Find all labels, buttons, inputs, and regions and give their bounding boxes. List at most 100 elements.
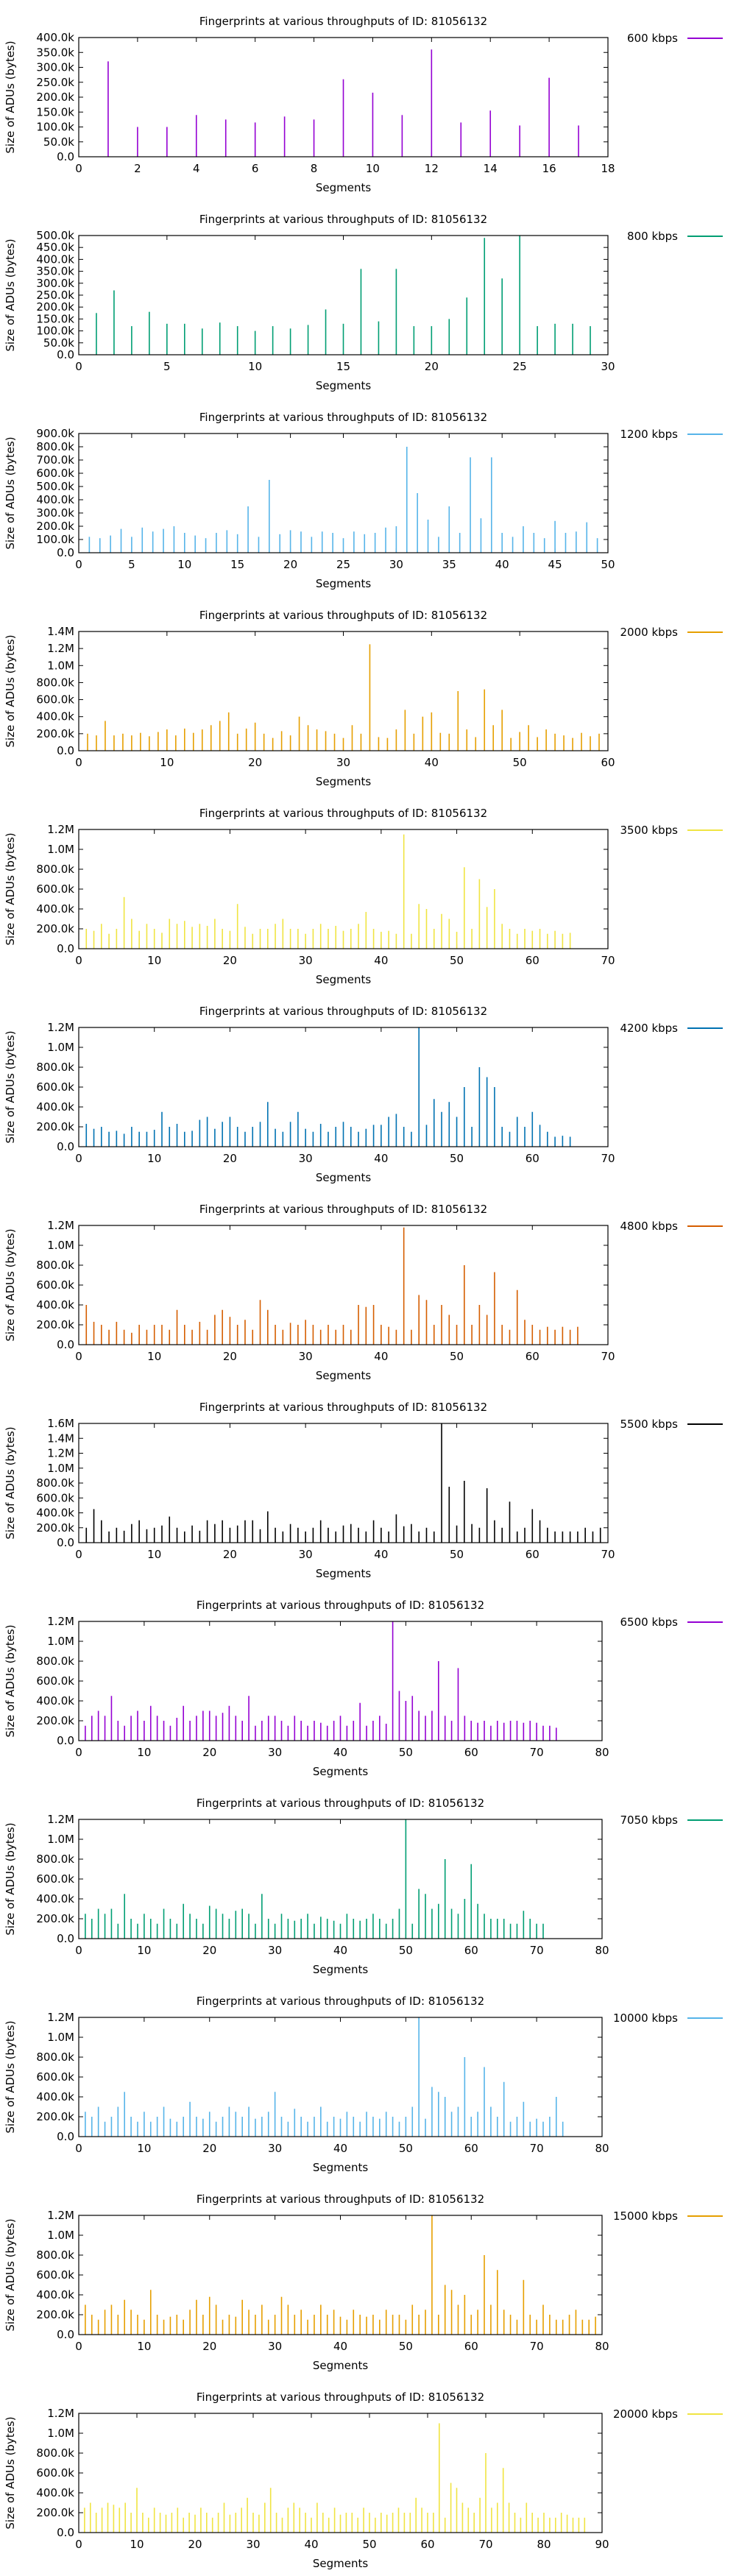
y-tick-label: 1.2M	[47, 823, 74, 836]
x-tick-label: 50	[399, 1746, 413, 1759]
x-tick-label: 70	[601, 1152, 615, 1165]
y-tick-label: 1.4M	[47, 625, 74, 638]
x-tick-label: 10	[137, 1944, 151, 1957]
x-tick-label: 20	[248, 756, 262, 769]
x-tick-label: 50	[601, 558, 615, 571]
x-tick-label: 20	[223, 1152, 237, 1165]
y-tick-label: 200.0k	[36, 1714, 74, 1727]
legend-label: 10000 kbps	[613, 2011, 678, 2025]
x-axis-label: Segments	[313, 1963, 369, 1976]
legend-label: 20000 kbps	[613, 2407, 678, 2421]
plot-frame	[78, 631, 609, 751]
y-axis-label: Size of ADUs (bytes)	[4, 1030, 17, 1143]
y-tick-label: 400.0k	[36, 1694, 74, 1708]
chart-panel: Fingerprints at various throughputs of I…	[4, 1005, 723, 1184]
x-tick-label: 80	[595, 1944, 609, 1957]
y-tick-label: 900.0k	[36, 427, 74, 440]
y-tick-label: 800.0k	[36, 676, 74, 689]
x-axis-label: Segments	[316, 775, 372, 788]
y-tick-label: 1.0M	[47, 2229, 74, 2242]
y-tick-label: 1.0M	[47, 2427, 74, 2440]
x-tick-label: 30	[299, 1350, 313, 1363]
legend-label: 6500 kbps	[620, 1616, 679, 1629]
y-tick-label: 1.2M	[47, 1615, 74, 1628]
x-tick-label: 60	[601, 756, 615, 769]
x-tick-label: 0	[75, 1746, 82, 1759]
y-tick-label: 500.0k	[36, 229, 74, 242]
y-axis-label: Size of ADUs (bytes)	[4, 634, 17, 747]
plot-frame	[78, 37, 609, 158]
y-tick-label: 200.0k	[36, 300, 74, 314]
x-tick-label: 35	[442, 558, 456, 571]
x-tick-label: 15	[230, 558, 244, 571]
y-tick-label: 350.0k	[36, 265, 74, 278]
y-tick-label: 600.0k	[36, 882, 74, 896]
y-tick-label: 300.0k	[36, 277, 74, 290]
y-tick-label: 0.0	[57, 2526, 74, 2539]
y-axis-label: Size of ADUs (bytes)	[4, 1426, 17, 1539]
y-tick-label: 400.0k	[36, 902, 74, 916]
x-tick-label: 0	[75, 1944, 82, 1957]
y-tick-label: 250.0k	[36, 289, 74, 302]
chart-panel: Fingerprints at various throughputs of I…	[4, 1995, 723, 2174]
x-tick-label: 45	[548, 558, 562, 571]
x-tick-label: 50	[399, 1944, 413, 1957]
plot-frame	[78, 2017, 603, 2137]
x-tick-label: 30	[268, 2340, 282, 2353]
y-tick-label: 1.2M	[47, 2011, 74, 2024]
x-tick-label: 20	[223, 1548, 237, 1561]
y-tick-label: 200.0k	[36, 1521, 74, 1535]
y-tick-label: 1.0M	[47, 1239, 74, 1252]
chart-panel: Fingerprints at various throughputs of I…	[4, 1599, 723, 1778]
x-tick-label: 40	[374, 1548, 388, 1561]
x-tick-label: 20	[223, 1350, 237, 1363]
x-tick-label: 10	[147, 1152, 161, 1165]
x-tick-label: 40	[333, 2340, 347, 2353]
x-tick-label: 40	[333, 1944, 347, 1957]
x-tick-label: 10	[137, 2142, 151, 2155]
x-tick-label: 10	[130, 2538, 144, 2551]
x-tick-label: 10	[248, 360, 262, 373]
x-axis-label: Segments	[316, 1567, 372, 1580]
x-axis-label: Segments	[313, 2359, 369, 2372]
y-tick-label: 600.0k	[36, 1674, 74, 1688]
y-tick-label: 800.0k	[36, 1061, 74, 1074]
x-tick-label: 50	[450, 1548, 464, 1561]
x-axis-label: Segments	[313, 1765, 369, 1778]
legend-label: 4800 kbps	[620, 1220, 679, 1233]
x-tick-label: 70	[601, 1350, 615, 1363]
chart-panel: Fingerprints at various throughputs of I…	[4, 609, 723, 788]
y-tick-label: 0.0	[57, 1536, 74, 1549]
y-tick-label: 0.0	[57, 546, 74, 559]
y-tick-label: 300.0k	[36, 506, 74, 520]
x-tick-label: 60	[526, 1350, 539, 1363]
y-tick-label: 600.0k	[36, 2466, 74, 2480]
chart-title: Fingerprints at various throughputs of I…	[199, 213, 487, 226]
x-tick-label: 2	[134, 162, 141, 175]
x-tick-label: 20	[202, 1944, 216, 1957]
x-tick-label: 70	[530, 2142, 544, 2155]
x-tick-label: 30	[299, 954, 313, 967]
x-axis-label: Segments	[316, 181, 372, 194]
x-tick-label: 70	[601, 1548, 615, 1561]
x-tick-label: 50	[450, 1152, 464, 1165]
chart-panel: Fingerprints at various throughputs of I…	[4, 1797, 723, 1976]
y-tick-label: 1.2M	[47, 1813, 74, 1826]
chart-title: Fingerprints at various throughputs of I…	[197, 1995, 484, 2008]
chart-panel: Fingerprints at various throughputs of I…	[4, 2391, 723, 2570]
x-tick-label: 0	[75, 162, 82, 175]
legend-label: 4200 kbps	[620, 1022, 679, 1035]
x-tick-label: 30	[389, 558, 403, 571]
y-axis-label: Size of ADUs (bytes)	[4, 40, 17, 153]
plot-frame	[78, 1819, 603, 1939]
y-tick-label: 400.0k	[36, 2288, 74, 2301]
legend-label: 800 kbps	[627, 230, 678, 243]
x-tick-label: 0	[75, 954, 82, 967]
x-tick-label: 10	[177, 558, 191, 571]
y-tick-label: 50.0k	[43, 135, 74, 149]
y-tick-label: 200.0k	[36, 520, 74, 533]
x-tick-label: 40	[333, 2142, 347, 2155]
y-tick-label: 1.0M	[47, 2031, 74, 2044]
y-tick-label: 1.0M	[47, 1635, 74, 1648]
